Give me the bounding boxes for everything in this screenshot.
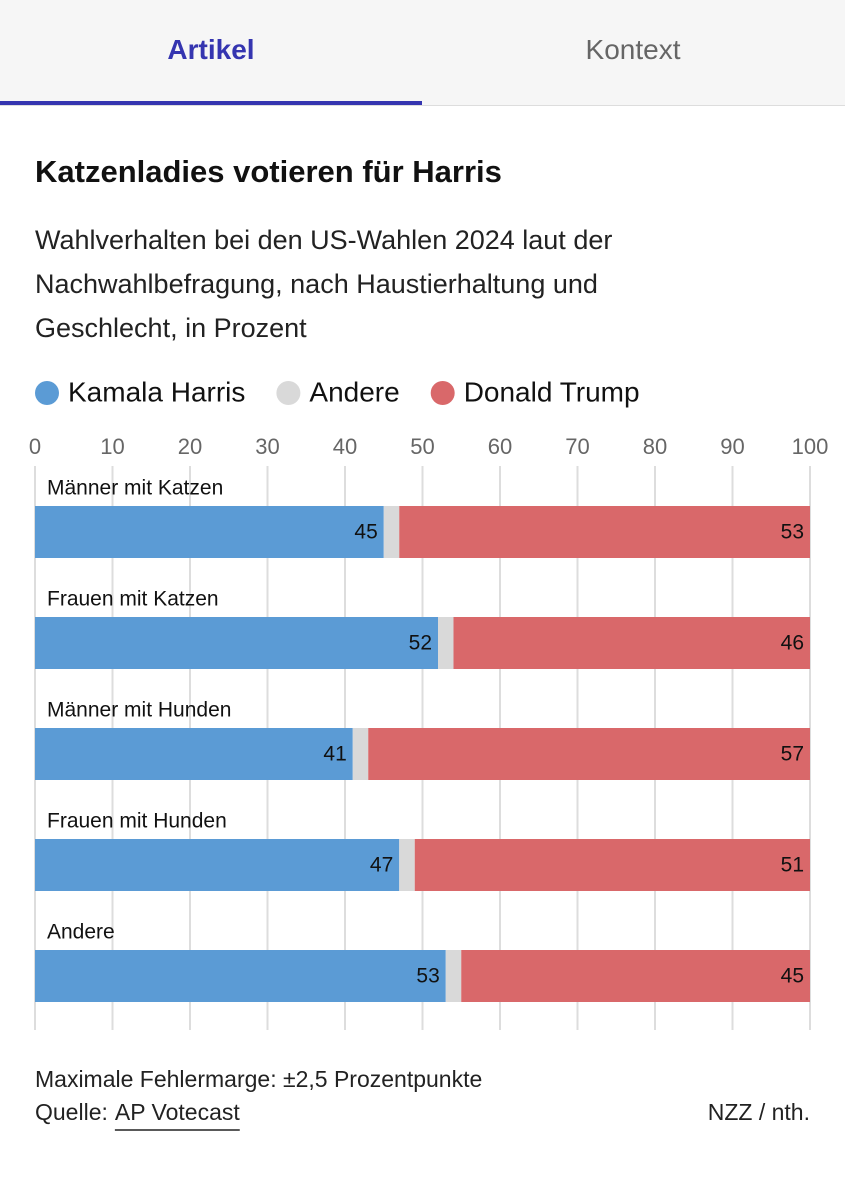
note: Maximale Fehlermarge: ±2,5 Prozentpunkte: [35, 1066, 482, 1092]
bar-segment: [399, 839, 415, 891]
value-label: 57: [781, 743, 804, 766]
bar-segment: [368, 728, 810, 780]
bar-segment: [352, 728, 369, 780]
tab[interactable]: Kontext: [585, 34, 681, 65]
chart-subtitle: Wahlverhalten bei den US-Wahlen 2024 lau…: [35, 225, 613, 343]
tab-indicator: [0, 101, 422, 105]
value-label: 41: [323, 743, 346, 766]
tab[interactable]: Artikel: [167, 34, 255, 65]
value-label: 47: [370, 854, 393, 877]
x-tick-label: 90: [720, 434, 744, 459]
x-tick-label: 0: [29, 434, 41, 459]
category-label: Männer mit Katzen: [47, 477, 223, 500]
bar-segment: [438, 617, 454, 669]
legend-swatch: [430, 381, 455, 405]
bar-segment: [461, 950, 810, 1002]
source-link[interactable]: AP Votecast: [115, 1099, 240, 1125]
category-label: Frauen mit Katzen: [47, 588, 219, 611]
legend-label: Andere: [309, 376, 399, 407]
value-label: 45: [354, 521, 377, 544]
category-label: Frauen mit Hunden: [47, 810, 227, 833]
x-tick-label: 60: [488, 434, 512, 459]
value-label: 53: [781, 521, 804, 544]
bar-segment: [383, 506, 400, 558]
x-tick-label: 100: [792, 434, 829, 459]
value-label: 46: [781, 632, 804, 655]
bar-segment: [35, 950, 446, 1002]
credit: NZZ / nth.: [708, 1099, 810, 1125]
bar-segment: [445, 950, 462, 1002]
value-label: 51: [781, 854, 804, 877]
value-label: 52: [409, 632, 432, 655]
x-tick-label: 30: [255, 434, 279, 459]
x-tick-label: 10: [100, 434, 124, 459]
bar-segment: [399, 506, 810, 558]
category-label: Männer mit Hunden: [47, 699, 231, 722]
legend-label: Kamala Harris: [68, 376, 245, 407]
bar-segment: [414, 839, 810, 891]
x-tick-label: 80: [643, 434, 667, 459]
bar-segment: [35, 617, 438, 669]
legend-swatch: [276, 381, 301, 405]
bar-segment: [35, 506, 384, 558]
x-tick-label: 70: [565, 434, 589, 459]
bar-segment: [35, 839, 400, 891]
x-tick-label: 40: [333, 434, 357, 459]
source-label: Quelle:: [35, 1099, 108, 1125]
tab-bar: Artikel Kontext: [0, 0, 845, 106]
category-label: Andere: [47, 921, 115, 944]
x-tick-label: 50: [410, 434, 434, 459]
x-tick-label: 20: [178, 434, 202, 459]
value-label: 45: [781, 965, 804, 988]
legend-swatch: [35, 381, 59, 405]
legend-label: Donald Trump: [464, 376, 640, 407]
bar-segment: [453, 617, 810, 669]
bar-segment: [35, 728, 353, 780]
value-label: 53: [416, 965, 439, 988]
chart-title: Katzenladies votieren für Harris: [35, 154, 502, 189]
